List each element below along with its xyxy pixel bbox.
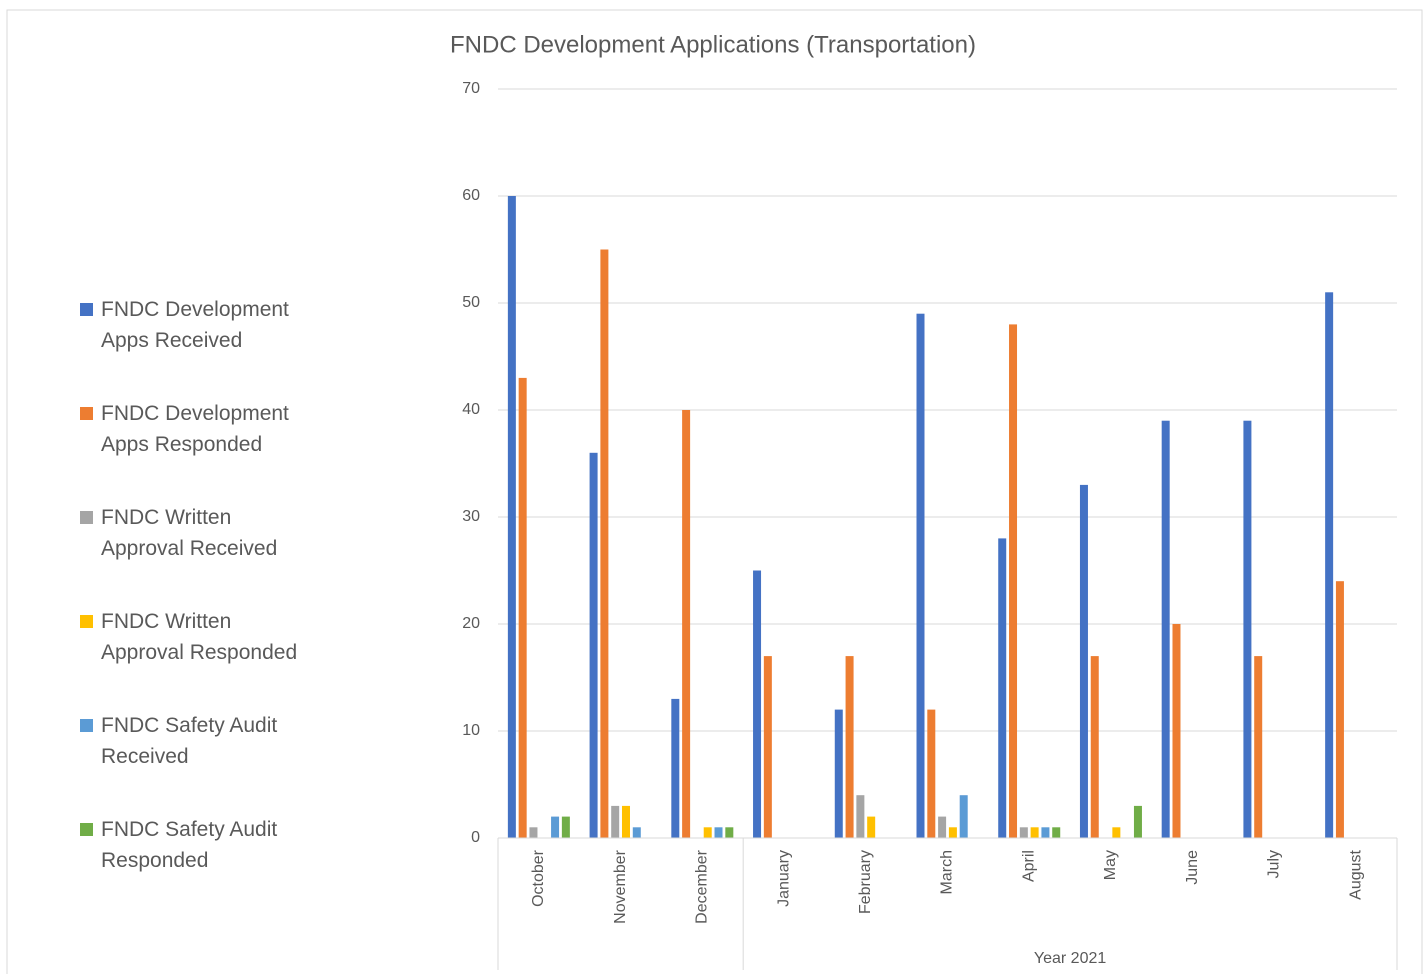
legend-item: FNDC Development Apps Received <box>80 294 310 356</box>
legend-item: FNDC Safety Audit Responded <box>80 814 310 876</box>
x-tick-label: January <box>775 850 792 907</box>
legend-label: FNDC Written Approval Received <box>101 506 278 560</box>
bar <box>927 709 936 838</box>
bar <box>1041 827 1050 838</box>
category-group-label: Year 2021 <box>1034 950 1106 967</box>
y-tick-label: 30 <box>462 508 480 525</box>
y-tick-label: 40 <box>462 401 480 418</box>
bar <box>1325 292 1334 838</box>
y-tick-label: 0 <box>471 829 480 846</box>
legend-swatch <box>80 303 93 316</box>
legend-item: FNDC Written Approval Responded <box>80 606 310 668</box>
bar <box>1030 827 1039 838</box>
bar <box>529 827 538 838</box>
bar <box>1254 656 1263 838</box>
y-tick-label: 60 <box>462 187 480 204</box>
bar <box>1172 624 1181 838</box>
bar <box>998 538 1007 838</box>
bar <box>1019 827 1028 838</box>
legend-item: FNDC Safety Audit Received <box>80 710 310 772</box>
legend-swatch <box>80 719 93 732</box>
chart-title: FNDC Development Applications (Transport… <box>450 31 976 58</box>
x-tick-label: June <box>1184 850 1201 885</box>
bar <box>600 249 609 838</box>
bar <box>1133 805 1142 838</box>
bar <box>589 452 598 838</box>
bar <box>938 816 947 838</box>
bar <box>867 816 876 838</box>
bar <box>671 698 680 838</box>
bar <box>916 313 925 838</box>
legend-item: FNDC Development Apps Responded <box>80 398 310 460</box>
bar <box>725 827 734 838</box>
legend-label: FNDC Development Apps Received <box>101 298 289 352</box>
bar <box>1079 484 1088 838</box>
bar <box>561 816 570 838</box>
y-tick-label: 50 <box>462 294 480 311</box>
y-tick-label: 70 <box>462 80 480 97</box>
bar <box>703 827 712 838</box>
bar <box>1052 827 1061 838</box>
x-tick-label: October <box>530 849 547 907</box>
x-tick-label: February <box>857 850 874 914</box>
bar <box>1161 420 1170 838</box>
x-tick-label: August <box>1347 849 1364 899</box>
bar <box>714 827 723 838</box>
bar <box>611 805 620 838</box>
x-tick-label: December <box>694 849 711 923</box>
bar <box>856 795 865 838</box>
bar <box>682 410 691 838</box>
legend-swatch <box>80 407 93 420</box>
legend-item: FNDC Written Approval Received <box>80 502 310 564</box>
bar <box>1112 827 1121 838</box>
y-tick-label: 20 <box>462 615 480 632</box>
legend-label: FNDC Written Approval Responded <box>101 610 298 664</box>
legend-label: FNDC Safety Audit Received <box>101 714 278 768</box>
bar <box>632 827 641 838</box>
legend-label: FNDC Development Apps Responded <box>101 402 289 456</box>
bar <box>845 656 854 838</box>
bar <box>551 816 560 838</box>
chart-frame <box>6 9 1423 974</box>
x-tick-label: November <box>612 849 629 923</box>
legend-label: FNDC Safety Audit Responded <box>101 818 278 872</box>
bar <box>1090 656 1099 838</box>
x-tick-label: March <box>939 850 956 894</box>
bar <box>959 795 968 838</box>
bar <box>763 656 772 838</box>
x-tick-label: July <box>1266 850 1283 878</box>
bar <box>753 570 762 838</box>
bar <box>507 196 516 838</box>
bar <box>1009 324 1018 838</box>
legend-swatch <box>80 615 93 628</box>
bar <box>1335 581 1344 838</box>
bar <box>518 377 527 838</box>
bar <box>621 805 630 838</box>
legend-swatch <box>80 823 93 836</box>
bar <box>834 709 843 838</box>
x-tick-label: May <box>1102 850 1119 880</box>
legend-swatch <box>80 511 93 524</box>
bar <box>948 827 957 838</box>
y-tick-label: 10 <box>462 722 480 739</box>
bar <box>1243 420 1252 838</box>
x-tick-label: April <box>1020 850 1037 882</box>
